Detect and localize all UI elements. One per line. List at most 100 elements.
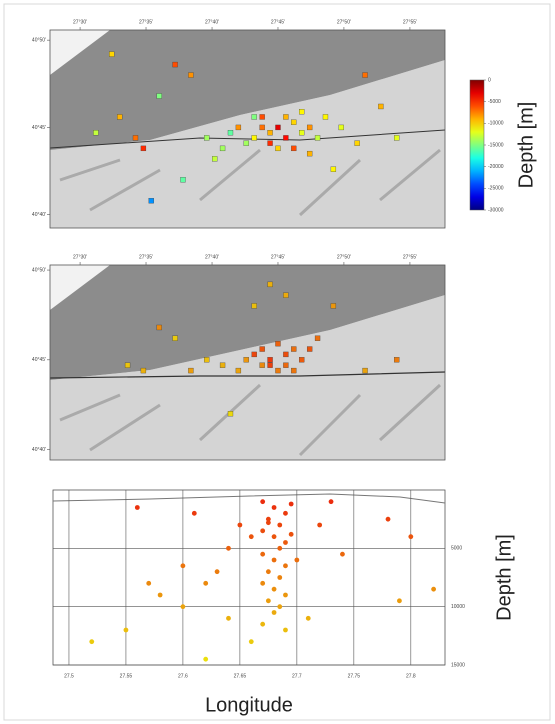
hypocenter: [306, 616, 311, 621]
earthquake: [315, 336, 320, 341]
section-frame: [53, 490, 445, 665]
earthquake: [283, 135, 288, 140]
earthquake: [363, 368, 368, 373]
x-tick-label: 27.75: [348, 673, 361, 679]
earthquake: [260, 347, 265, 352]
earthquake: [299, 357, 304, 362]
hypocenter: [260, 552, 265, 557]
x-tick-label: 27.55: [120, 673, 133, 679]
earthquake: [252, 114, 257, 119]
y-tick-label: 40°45': [32, 125, 46, 131]
hypocenter: [329, 499, 334, 504]
earthquake: [299, 109, 304, 114]
basemap: [50, 30, 445, 228]
x-tick-label: 27°40': [205, 19, 219, 25]
y-tick-label: 40°40': [32, 447, 46, 453]
earthquake: [109, 52, 114, 57]
earthquake: [220, 363, 225, 368]
hypocenter: [283, 593, 288, 598]
hypocenter: [272, 610, 277, 615]
hypocenter: [146, 581, 151, 586]
earthquake: [268, 363, 273, 368]
hypocenter: [431, 587, 436, 592]
earthquake: [228, 411, 233, 416]
colorbar-tick-label: -30000: [488, 207, 504, 213]
x-tick-label: 27.5: [64, 673, 74, 679]
earthquake: [283, 352, 288, 357]
x-tick-label: 27.7: [292, 673, 302, 679]
hypocenter: [386, 517, 391, 522]
earthquake: [188, 73, 193, 78]
hypocenter: [283, 540, 288, 545]
hypocenter: [277, 546, 282, 551]
earthquake: [173, 336, 178, 341]
earthquake: [394, 135, 399, 140]
earthquake: [141, 146, 146, 151]
hypocenter: [266, 520, 271, 525]
earthquake: [117, 114, 122, 119]
hypocenter: [181, 604, 186, 609]
x-tick-label: 27°40': [205, 254, 219, 260]
earthquake: [188, 368, 193, 373]
colorbar-tick-label: -25000: [488, 186, 504, 192]
earthquake: [331, 303, 336, 308]
earthquake: [212, 156, 217, 161]
y-tick-label: 15000: [451, 662, 465, 668]
earthquake: [339, 125, 344, 130]
earthquake: [299, 130, 304, 135]
hypocenter: [289, 532, 294, 537]
earthquake: [331, 167, 336, 172]
x-axis-label: Longitude: [205, 694, 293, 716]
hypocenter: [203, 581, 208, 586]
hypocenter: [289, 502, 294, 507]
hypocenter: [408, 534, 413, 539]
earthquake: [252, 352, 257, 357]
hypocenter: [249, 639, 254, 644]
hypocenter: [135, 505, 140, 510]
topography: [53, 494, 445, 503]
earthquake: [355, 141, 360, 146]
y-axis-label: Depth [m]: [493, 534, 515, 621]
hypocenter: [260, 622, 265, 627]
earthquake: [173, 62, 178, 67]
hypocenter: [260, 581, 265, 586]
earthquake: [268, 357, 273, 362]
earthquake: [149, 198, 154, 203]
colorbar-tick-label: -20000: [488, 164, 504, 170]
earthquake: [275, 125, 280, 130]
earthquake: [283, 293, 288, 298]
earthquake: [157, 325, 162, 330]
hypocenter: [272, 534, 277, 539]
y-tick-label: 40°50': [32, 267, 46, 273]
y-tick-label: 40°50': [32, 37, 46, 43]
earthquake: [236, 368, 241, 373]
y-tick-label: 40°40': [32, 212, 46, 218]
hypocenter: [249, 534, 254, 539]
earthquake: [283, 363, 288, 368]
x-tick-label: 27°55': [403, 254, 417, 260]
earthquake: [268, 130, 273, 135]
x-tick-label: 27.8: [406, 673, 416, 679]
x-tick-label: 27°35': [139, 19, 153, 25]
hypocenter: [283, 628, 288, 633]
x-tick-label: 27.65: [234, 673, 247, 679]
hypocenter: [277, 575, 282, 580]
earthquake: [228, 130, 233, 135]
colorbar-tick-label: 0: [488, 77, 491, 83]
hypocenter: [237, 523, 242, 528]
hypocenter: [340, 552, 345, 557]
earthquake: [93, 130, 98, 135]
colorbar-tick-label: -5000: [488, 99, 501, 105]
earthquake: [252, 135, 257, 140]
earthquake: [236, 125, 241, 130]
colorbar-tick-label: -10000: [488, 121, 504, 127]
earthquake: [141, 368, 146, 373]
y-tick-label: 40°45': [32, 357, 46, 363]
hypocenter: [158, 593, 163, 598]
hypocenter: [272, 505, 277, 510]
earthquake: [307, 151, 312, 156]
x-tick-label: 27°50': [337, 254, 351, 260]
hypocenter: [272, 558, 277, 563]
earthquake: [275, 146, 280, 151]
hypocenter: [203, 657, 208, 662]
